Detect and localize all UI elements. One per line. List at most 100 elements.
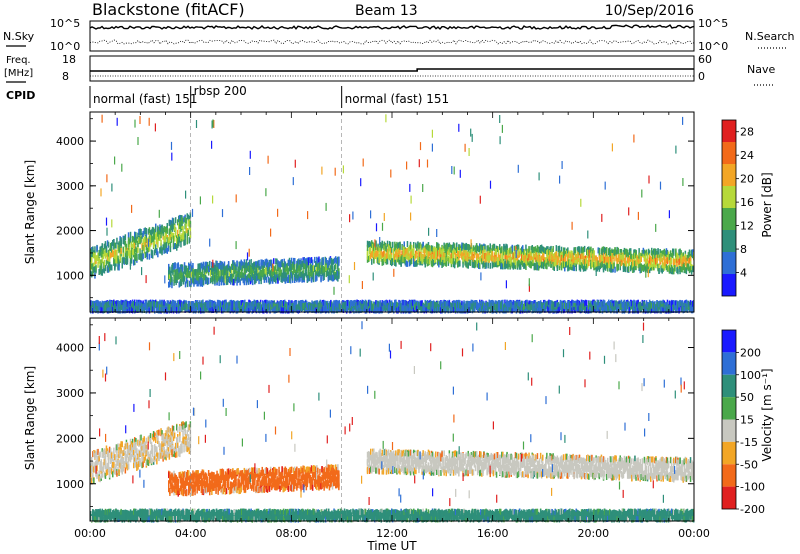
data-cell: [454, 258, 457, 265]
data-cell: [399, 258, 401, 265]
data-cell: [168, 219, 171, 226]
data-cell: [199, 272, 201, 279]
data-cell: [682, 252, 684, 259]
data-cell: [99, 249, 101, 256]
data-cell: [679, 266, 681, 273]
data-cell: [661, 250, 663, 257]
data-cell: [466, 256, 468, 263]
data-cell: [105, 304, 108, 311]
data-cell: [535, 254, 538, 261]
data-cell: [137, 305, 139, 312]
data-cell: [531, 256, 533, 263]
data-cell: [469, 256, 472, 263]
data-cell: [108, 307, 111, 313]
data-cell: [155, 302, 157, 309]
data-cell: [398, 242, 400, 248]
data-cell: [262, 307, 264, 314]
data-cell: [342, 302, 345, 309]
data-cell: [176, 263, 178, 270]
data-cell: [609, 262, 611, 269]
data-cell: [145, 251, 148, 258]
data-cell: [286, 277, 289, 283]
data-cell: [316, 266, 318, 273]
data-cell: [622, 266, 625, 272]
data-cell: [604, 264, 607, 271]
data-cell: [319, 307, 322, 314]
data-cell: [180, 273, 183, 280]
data-cell: [151, 227, 154, 234]
data-cell: [265, 258, 268, 265]
data-cell: [93, 252, 95, 259]
data-cell: [182, 278, 185, 285]
data-cell: [669, 250, 672, 257]
data-cell: [677, 268, 679, 275]
data-cell: [613, 255, 615, 261]
data-cell: [152, 301, 155, 308]
data-cell: [119, 246, 121, 253]
data-cell: [216, 264, 218, 271]
data-cell: [227, 276, 230, 283]
data-cell: [121, 262, 123, 269]
data-cell: [107, 301, 110, 307]
data-cell: [470, 250, 473, 256]
data-cell: [323, 301, 326, 308]
data-cell: [633, 252, 635, 259]
data-cell: [450, 258, 453, 265]
data-cell: [338, 256, 340, 263]
data-cell: [138, 229, 140, 235]
data-cell: [512, 253, 515, 260]
data-cell: [643, 263, 646, 270]
data-cell: [159, 247, 161, 254]
data-cell: [270, 304, 272, 311]
data-cell: [96, 245, 98, 252]
beam-label: Beam 13: [355, 3, 418, 19]
data-cell: [240, 269, 242, 276]
data-cell: [161, 306, 163, 313]
data-cell: [194, 278, 196, 285]
data-cell: [332, 275, 335, 282]
data-cell: [515, 245, 518, 252]
data-cell: [463, 243, 465, 250]
data-cell: [200, 262, 203, 269]
data-cell: [283, 264, 285, 271]
data-cell: [212, 302, 215, 309]
data-cell: [398, 257, 400, 263]
data-cell: [426, 245, 429, 252]
data-cell: [392, 241, 394, 248]
data-cell: [673, 248, 675, 255]
data-cell: [651, 261, 653, 268]
data-cell: [274, 270, 276, 277]
data-cell: [364, 300, 367, 307]
data-cell: [158, 301, 160, 308]
data-cell: [673, 268, 675, 275]
data-cell: [317, 257, 319, 264]
data-cell: [489, 262, 491, 269]
data-cell: [128, 303, 131, 310]
data-cell: [254, 300, 257, 307]
data-cell: [111, 251, 113, 258]
data-cell: [170, 231, 173, 238]
data-cell: [252, 301, 254, 308]
data-cell: [177, 237, 179, 244]
data-cell: [323, 266, 325, 273]
data-cell: [383, 250, 386, 257]
data-cell: [353, 303, 355, 310]
data-cell: [178, 267, 180, 274]
data-cell: [275, 276, 277, 283]
data-cell: [169, 300, 172, 307]
data-cell: [111, 246, 113, 253]
data-cell: [118, 245, 120, 252]
data-cell: [229, 305, 231, 312]
data-cell: [580, 262, 583, 269]
data-cell: [325, 305, 328, 312]
data-cell: [641, 264, 644, 271]
data-cell: [289, 271, 292, 278]
data-cell: [265, 269, 268, 276]
data-cell: [262, 273, 264, 280]
data-cell: [471, 261, 474, 268]
data-cell: [644, 253, 647, 260]
data-cell: [106, 254, 109, 261]
data-cell: [174, 228, 177, 235]
data-cell: [221, 307, 223, 314]
data-cell: [370, 247, 372, 254]
